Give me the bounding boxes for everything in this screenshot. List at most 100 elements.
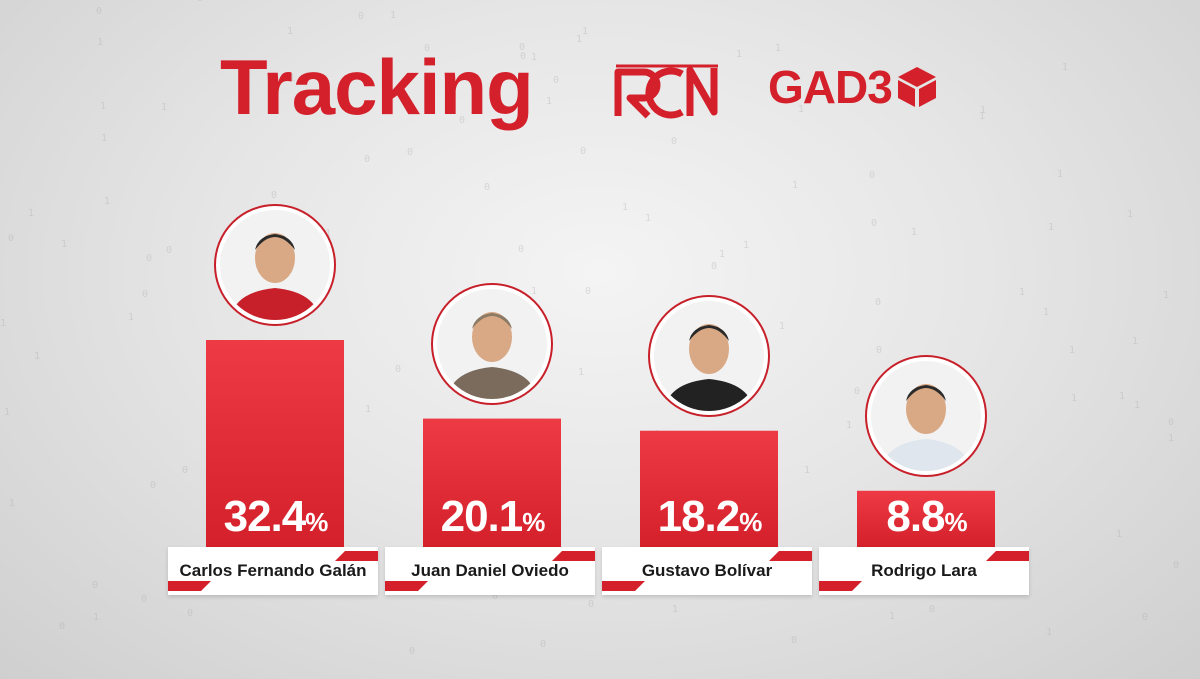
svg-text:0: 0 — [187, 608, 193, 619]
candidate-photo-icon — [865, 354, 987, 477]
svg-text:1: 1 — [645, 213, 651, 224]
bar-value-unit: % — [739, 507, 763, 537]
bar-1 — [206, 340, 344, 547]
svg-text:1: 1 — [100, 101, 106, 112]
svg-text:0: 0 — [553, 75, 559, 86]
card-stripe — [986, 551, 1029, 561]
svg-text:1: 1 — [9, 498, 15, 509]
candidate-photo-icon — [214, 204, 336, 326]
bar-value-number: 32.4 — [223, 492, 307, 541]
svg-text:1: 1 — [28, 208, 34, 219]
candidate-name-label: Juan Daniel Oviedo — [411, 561, 569, 580]
svg-text:1: 1 — [578, 367, 584, 378]
svg-text:0: 0 — [1168, 417, 1174, 428]
svg-text:1: 1 — [582, 26, 588, 37]
svg-text:0: 0 — [59, 621, 65, 632]
card-stripe — [769, 551, 812, 561]
svg-text:1: 1 — [161, 102, 167, 113]
svg-text:1: 1 — [979, 111, 985, 122]
candidate-photo-icon — [648, 294, 770, 417]
svg-text:1: 1 — [34, 351, 40, 362]
svg-text:0: 0 — [407, 147, 413, 158]
svg-text:1: 1 — [719, 249, 725, 260]
svg-text:1: 1 — [1043, 307, 1049, 318]
svg-text:1: 1 — [980, 105, 986, 116]
bar-4 — [857, 490, 995, 547]
svg-text:0: 0 — [518, 244, 524, 255]
svg-text:1: 1 — [4, 407, 10, 418]
bar-value-label: 20.1% — [423, 495, 563, 539]
svg-text:1: 1 — [1057, 169, 1063, 180]
svg-text:1: 1 — [1069, 345, 1075, 356]
svg-text:1: 1 — [846, 420, 852, 431]
svg-text:0: 0 — [585, 286, 591, 297]
svg-text:1: 1 — [365, 404, 371, 415]
svg-text:0: 0 — [791, 635, 797, 646]
svg-text:0: 0 — [92, 580, 98, 591]
svg-text:1: 1 — [1127, 209, 1133, 220]
svg-text:0: 0 — [459, 115, 465, 126]
svg-text:0: 0 — [854, 386, 860, 397]
svg-text:1: 1 — [531, 52, 537, 63]
svg-text:0: 0 — [166, 245, 172, 256]
svg-text:1: 1 — [0, 318, 6, 329]
svg-text:0: 0 — [424, 43, 430, 54]
svg-text:1: 1 — [804, 465, 810, 476]
svg-text:1: 1 — [289, 73, 295, 84]
svg-text:1: 1 — [287, 26, 293, 37]
svg-text:1: 1 — [770, 83, 776, 94]
svg-text:1: 1 — [1048, 222, 1054, 233]
svg-text:1: 1 — [531, 286, 537, 297]
svg-text:1: 1 — [1132, 336, 1138, 347]
candidate-name-card: Gustavo Bolívar — [602, 547, 812, 595]
svg-text:0: 0 — [141, 594, 147, 605]
svg-text:1: 1 — [798, 104, 804, 115]
svg-text:1: 1 — [546, 96, 552, 107]
bar-value-label: 32.4% — [206, 495, 346, 539]
svg-text:1: 1 — [1163, 290, 1169, 301]
card-stripe — [552, 551, 595, 561]
svg-text:0: 0 — [588, 599, 594, 610]
svg-text:0: 0 — [711, 261, 717, 272]
candidate-name-label: Carlos Fernando Galán — [179, 561, 367, 580]
svg-text:1: 1 — [104, 196, 110, 207]
svg-text:0: 0 — [929, 604, 935, 615]
card-stripe — [335, 551, 378, 561]
svg-text:1: 1 — [101, 133, 107, 144]
svg-text:0: 0 — [492, 591, 498, 602]
gad3-logo-text: GAD3 — [768, 61, 893, 113]
svg-text:0: 0 — [1142, 612, 1148, 623]
svg-text:0: 0 — [395, 364, 401, 375]
svg-text:0: 0 — [364, 154, 370, 165]
svg-text:1: 1 — [1046, 627, 1052, 638]
candidate-name-card: Juan Daniel Oviedo — [385, 547, 595, 595]
svg-text:0: 0 — [580, 146, 586, 157]
svg-text:0: 0 — [520, 51, 526, 62]
card-stripe — [168, 581, 211, 591]
svg-text:1: 1 — [97, 37, 103, 48]
card-stripe — [602, 581, 645, 591]
candidate-photo-icon — [431, 282, 553, 405]
svg-text:1: 1 — [775, 43, 781, 54]
svg-text:1: 1 — [779, 321, 785, 332]
bar-value-label: 8.8% — [857, 495, 997, 539]
svg-text:0: 0 — [876, 345, 882, 356]
svg-text:0: 0 — [142, 289, 148, 300]
bar-value-unit: % — [522, 507, 546, 537]
bar-value-number: 18.2 — [657, 492, 741, 541]
svg-text:0: 0 — [182, 465, 188, 476]
svg-text:1: 1 — [93, 612, 99, 623]
svg-text:1: 1 — [61, 239, 67, 250]
svg-text:0: 0 — [871, 218, 877, 229]
svg-text:1: 1 — [1116, 529, 1122, 540]
svg-text:0: 0 — [150, 480, 156, 491]
candidate-name-card: Carlos Fernando Galán — [168, 547, 378, 595]
svg-text:1: 1 — [911, 227, 917, 238]
svg-text:0: 0 — [875, 297, 881, 308]
svg-text:0: 0 — [146, 253, 152, 264]
bar-3 — [640, 430, 778, 547]
svg-text:1: 1 — [1168, 433, 1174, 444]
bar-2 — [423, 418, 561, 547]
